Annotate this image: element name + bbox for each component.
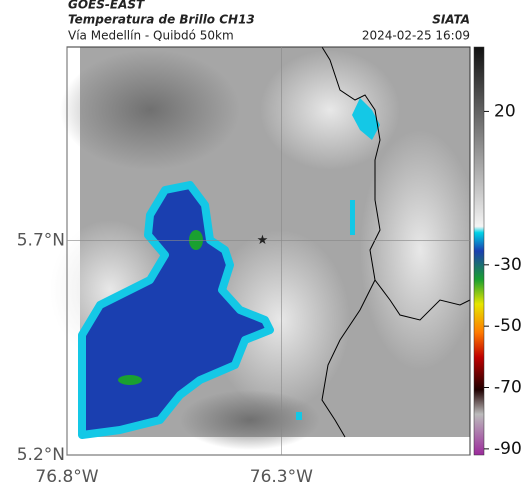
title: GOES-EAST	[68, 0, 145, 12]
colorbar-tick-label: -90	[494, 439, 522, 459]
x-tick-label: 76.8°W	[35, 467, 98, 487]
source: SIATA	[432, 13, 470, 27]
colorbar-tick-label: -30	[494, 255, 522, 275]
location-marker: ★	[257, 233, 269, 248]
colorbar-tick-label: 20	[494, 101, 516, 121]
colorbar-tick-label: -50	[494, 316, 522, 336]
timestamp: 2024-02-25 16:09	[362, 29, 470, 43]
subtitle: Temperatura de Brillo CH13	[68, 13, 255, 27]
y-tick-label: 5.7°N	[17, 230, 65, 250]
y-tick-label: 5.2°N	[17, 445, 65, 465]
colorbar-tick-label: -70	[494, 378, 522, 398]
colorbar	[473, 46, 485, 456]
route: Vía Medellín - Quibdó 50km	[68, 29, 234, 43]
imagery	[50, 46, 480, 450]
x-tick-label: 76.3°W	[250, 467, 313, 487]
